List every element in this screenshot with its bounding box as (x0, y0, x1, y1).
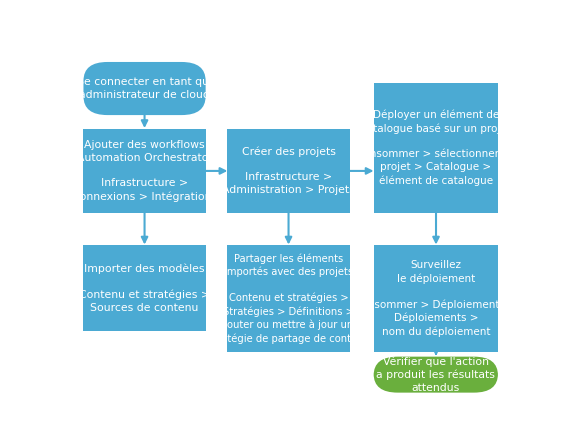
Text: Vérifier que l'action
a produit les résultats
attendus: Vérifier que l'action a produit les résu… (376, 356, 495, 393)
FancyBboxPatch shape (374, 82, 498, 213)
FancyBboxPatch shape (83, 129, 205, 213)
Text: Déployer un élément de
catalogue basé sur un projet

Consommer > sélectionner un: Déployer un élément de catalogue basé su… (356, 110, 516, 186)
FancyBboxPatch shape (374, 245, 498, 352)
Text: Se connecter en tant qu'
administrateur de cloud: Se connecter en tant qu' administrateur … (77, 77, 212, 100)
FancyBboxPatch shape (227, 129, 350, 213)
Text: Ajouter des workflows
Automation Orchestrator

Infrastructure >
Connexions > Int: Ajouter des workflows Automation Orchest… (72, 140, 217, 202)
FancyBboxPatch shape (83, 62, 205, 115)
Text: Créer des projets

Infrastructure >
Administration > Projets: Créer des projets Infrastructure > Admin… (222, 146, 355, 195)
Text: Surveillez
le déploiement

Consommer > Déploiements >
Déploiements >
nom du dépl: Surveillez le déploiement Consommer > Dé… (354, 260, 517, 337)
Text: Partager les éléments
importés avec des projets

Contenu et stratégies >
Stratég: Partager les éléments importés avec des … (208, 253, 369, 344)
Text: Importer des modèles

Contenu et stratégies >
Sources de contenu: Importer des modèles Contenu et stratégi… (79, 263, 210, 313)
FancyBboxPatch shape (227, 245, 350, 352)
FancyBboxPatch shape (374, 356, 498, 392)
FancyBboxPatch shape (83, 245, 205, 331)
